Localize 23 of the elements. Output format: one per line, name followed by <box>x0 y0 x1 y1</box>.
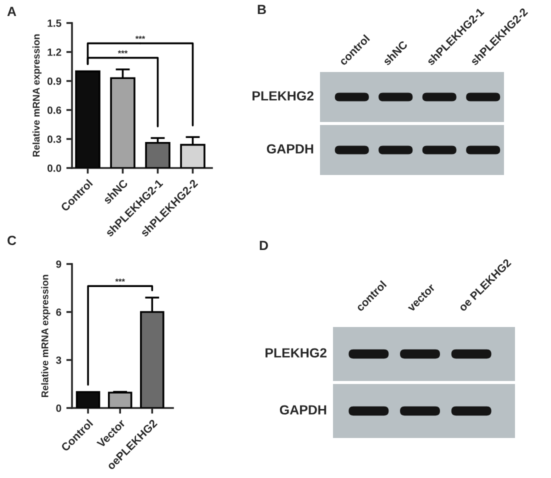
category-label: GAPDH <box>266 144 314 154</box>
annotation: *** <box>118 50 128 54</box>
y-tick-label: 0 <box>56 404 62 412</box>
y-tick-label: 0.3 <box>48 136 62 143</box>
y-axis-title: Relative mRNA expression <box>41 274 50 398</box>
text: B <box>258 4 266 14</box>
y-tick-label: 6 <box>56 308 62 316</box>
chart-title: C <box>8 236 16 246</box>
category-label: PLEKHG2 <box>252 91 314 101</box>
y-axis-title: Relative mRNA expression <box>32 34 42 157</box>
y-tick-label: 1.5 <box>48 20 62 27</box>
category-label: GAPDH <box>280 405 326 415</box>
y-tick-label: 0.0 <box>48 164 62 172</box>
y-tick-label: 9 <box>56 260 62 268</box>
category-label: PLEKHG2 <box>266 348 326 358</box>
annotation: *** <box>115 278 125 282</box>
y-tick-label: 1.2 <box>48 48 62 56</box>
y-tick-label: 3 <box>56 356 62 364</box>
y-tick-label: 0.9 <box>48 78 62 85</box>
chart-title: A <box>7 6 16 16</box>
y-tick-label: 0.6 <box>48 106 62 114</box>
text: D <box>260 240 268 250</box>
annotation: *** <box>135 36 146 39</box>
